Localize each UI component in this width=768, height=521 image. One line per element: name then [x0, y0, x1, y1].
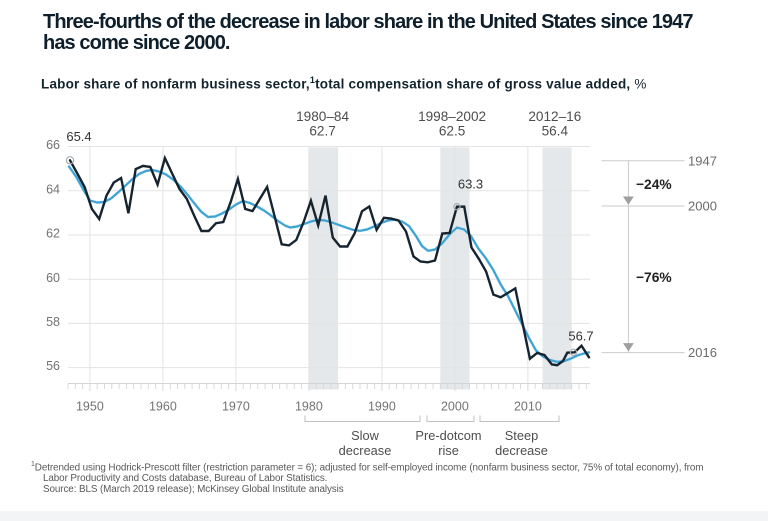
svg-text:60: 60 — [46, 271, 60, 285]
svg-text:decrease: decrease — [495, 443, 548, 458]
svg-text:63.3: 63.3 — [458, 177, 483, 192]
svg-text:1980–84: 1980–84 — [296, 109, 349, 124]
svg-text:65.4: 65.4 — [66, 129, 91, 144]
svg-text:64: 64 — [46, 182, 60, 196]
svg-text:58: 58 — [46, 315, 60, 329]
svg-text:1998–2002: 1998–2002 — [418, 109, 486, 124]
svg-text:62: 62 — [46, 227, 60, 241]
svg-text:2012–16: 2012–16 — [528, 109, 581, 124]
svg-text:rise: rise — [438, 443, 459, 458]
svg-text:−24%: −24% — [636, 177, 672, 192]
svg-text:56.4: 56.4 — [542, 124, 569, 139]
svg-text:66: 66 — [46, 138, 60, 152]
svg-text:1960: 1960 — [149, 400, 177, 414]
svg-text:Steep: Steep — [505, 428, 538, 443]
svg-text:62.5: 62.5 — [439, 124, 465, 139]
svg-text:Pre-dotcom: Pre-dotcom — [415, 428, 481, 443]
svg-text:1950: 1950 — [76, 400, 104, 414]
svg-text:1980: 1980 — [295, 400, 323, 414]
svg-text:2010: 2010 — [514, 400, 542, 414]
svg-text:1970: 1970 — [222, 400, 250, 414]
svg-text:decrease: decrease — [339, 443, 392, 458]
svg-text:1947: 1947 — [688, 153, 717, 168]
svg-text:56.7: 56.7 — [568, 329, 593, 344]
svg-text:2000: 2000 — [688, 199, 717, 214]
svg-text:−76%: −76% — [636, 270, 672, 285]
svg-text:2016: 2016 — [688, 345, 717, 360]
svg-text:1990: 1990 — [368, 400, 396, 414]
svg-text:56: 56 — [46, 359, 60, 373]
svg-text:62.7: 62.7 — [309, 124, 335, 139]
svg-text:2000: 2000 — [441, 400, 469, 414]
svg-text:Slow: Slow — [351, 428, 379, 443]
